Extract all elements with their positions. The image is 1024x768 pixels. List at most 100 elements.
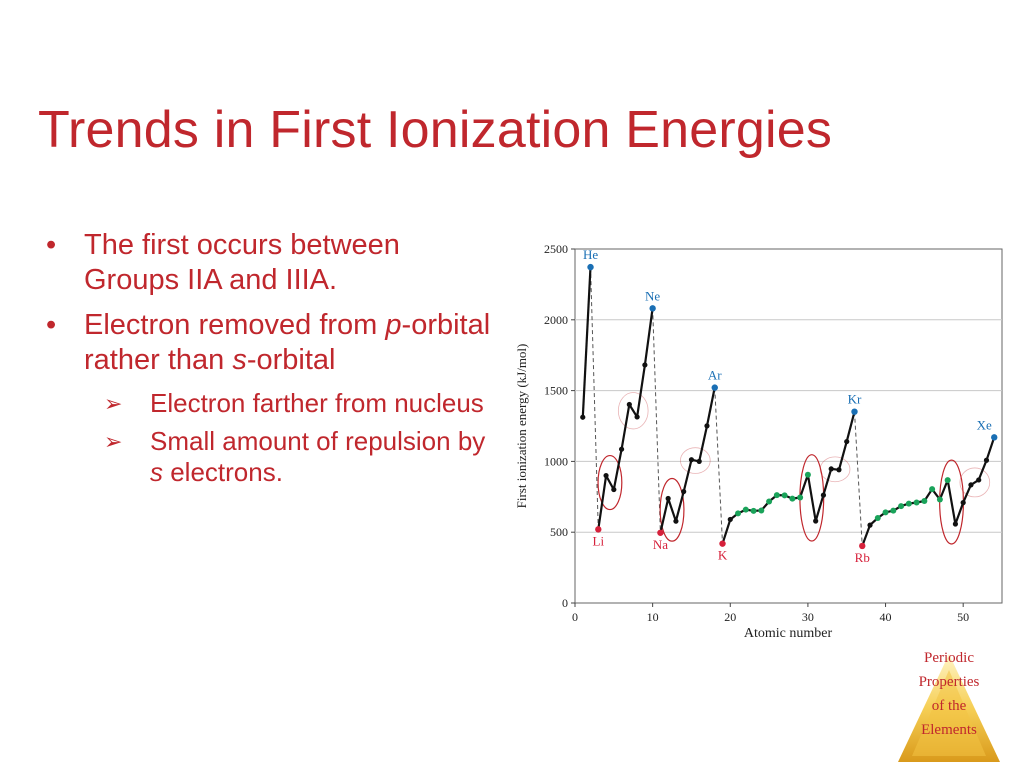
data-points <box>580 263 998 550</box>
y-tick-label: 2000 <box>544 313 568 327</box>
axis-ticks: 0 500 1000 1500 2000 2500 0 10 20 30 40 50 <box>544 242 969 624</box>
sub-bullet-item: ➢ Small amount of repulsion by s electron… <box>104 426 496 488</box>
element-label: Xe <box>977 417 992 432</box>
data-point <box>711 384 718 391</box>
bullet-text: Small amount of repulsion by <box>150 426 486 456</box>
sub-bullet-item: ➢ Electron farther from nucleus <box>104 388 496 419</box>
y-tick-label: 2500 <box>544 242 568 256</box>
data-point <box>898 503 905 510</box>
drop-line <box>590 267 599 530</box>
element-label: He <box>583 247 598 262</box>
data-point <box>929 486 936 493</box>
element-label: Kr <box>848 392 862 407</box>
data-point <box>766 498 773 505</box>
data-point <box>828 466 834 472</box>
data-point <box>735 510 742 517</box>
x-tick-label: 30 <box>802 610 814 624</box>
data-point <box>976 477 982 483</box>
faint-ellipse <box>819 456 851 483</box>
logo-line: Properties <box>918 674 980 690</box>
bullet-text: Electron farther from nucleus <box>150 388 484 418</box>
bullet-dot: • <box>46 309 57 341</box>
drop-line <box>853 411 863 546</box>
element-label: Ar <box>708 368 722 383</box>
series-line <box>581 267 592 418</box>
data-point <box>681 488 687 495</box>
data-point <box>773 492 780 499</box>
data-point <box>704 423 710 429</box>
element-label: Rb <box>855 550 870 565</box>
element-labels: He Li Ne Na Ar K Kr Rb Xe <box>583 247 992 565</box>
data-point <box>618 446 625 452</box>
data-point <box>626 401 632 408</box>
data-point <box>789 495 796 502</box>
data-point <box>611 486 617 493</box>
ionization-energy-chart: 0 500 1000 1500 2000 2500 0 10 20 30 40 50 He Li Ne Na… <box>514 242 1003 641</box>
y-tick-label: 1500 <box>544 384 568 398</box>
x-tick-label: 40 <box>880 610 892 624</box>
data-point <box>797 494 804 501</box>
data-point <box>603 472 609 479</box>
logo-line: Elements <box>921 722 977 738</box>
data-point <box>952 521 959 527</box>
slide-title: Trends in First Ionization Energies <box>38 101 833 159</box>
logo-line: of the <box>931 698 967 714</box>
logo-line: Periodic <box>924 650 974 666</box>
bullet-list: • The first occurs between Groups IIA and… <box>46 228 496 495</box>
data-point <box>595 526 602 533</box>
data-point <box>688 457 695 463</box>
corner-logo-triangle <box>898 654 1000 762</box>
bullet-text: -orbital rather than <box>84 309 491 376</box>
data-point <box>696 458 702 464</box>
bullet-text: The first occurs between Groups IIA and … <box>84 229 400 296</box>
drop-lines <box>590 267 863 546</box>
arrow-bullet-icon: ➢ <box>104 429 123 454</box>
data-point <box>587 263 594 271</box>
data-point <box>921 498 928 505</box>
data-point <box>820 492 827 498</box>
series-line <box>597 308 654 530</box>
x-tick-label: 20 <box>724 610 736 624</box>
data-point <box>836 467 842 473</box>
data-point <box>665 495 671 502</box>
corner-logo-text: Periodic Properties of the Elements <box>896 646 1002 742</box>
data-point <box>874 515 881 522</box>
data-point <box>649 305 656 312</box>
data-point <box>960 500 966 506</box>
y-tick-label: 500 <box>550 525 568 539</box>
bullet-dot: • <box>46 229 57 261</box>
element-label: Li <box>593 533 605 548</box>
series-line <box>659 387 716 534</box>
x-tick-label: 0 <box>572 610 578 624</box>
bullet-text: -orbital <box>246 344 336 376</box>
data-point <box>867 522 873 528</box>
data-point <box>905 500 912 507</box>
data-point <box>719 540 726 547</box>
data-point <box>851 408 858 415</box>
faint-ellipse <box>617 392 649 430</box>
element-label: K <box>718 548 728 563</box>
highlight-ellipse <box>597 454 623 511</box>
data-point <box>673 518 679 524</box>
data-point <box>913 499 920 506</box>
data-point <box>968 482 974 488</box>
highlight-ellipse <box>659 477 685 542</box>
arrow-bullet-icon: ➢ <box>104 391 123 416</box>
element-label: Ne <box>645 288 660 303</box>
data-point <box>634 414 640 420</box>
italic-text: p <box>385 309 402 341</box>
drop-line <box>652 308 661 533</box>
faint-ellipse <box>959 467 991 498</box>
data-point <box>727 516 733 523</box>
data-point <box>844 438 850 445</box>
grid <box>575 319 1002 533</box>
faint-ellipse <box>680 447 711 474</box>
y-tick-label: 0 <box>562 596 568 610</box>
data-point <box>657 529 664 536</box>
bullet-text: electrons. <box>163 457 283 487</box>
bullet-item: • The first occurs between Groups IIA and… <box>46 228 496 298</box>
drop-line <box>714 387 724 544</box>
data-point <box>750 507 757 514</box>
data-point <box>781 492 788 499</box>
x-tick-label: 10 <box>647 610 659 624</box>
